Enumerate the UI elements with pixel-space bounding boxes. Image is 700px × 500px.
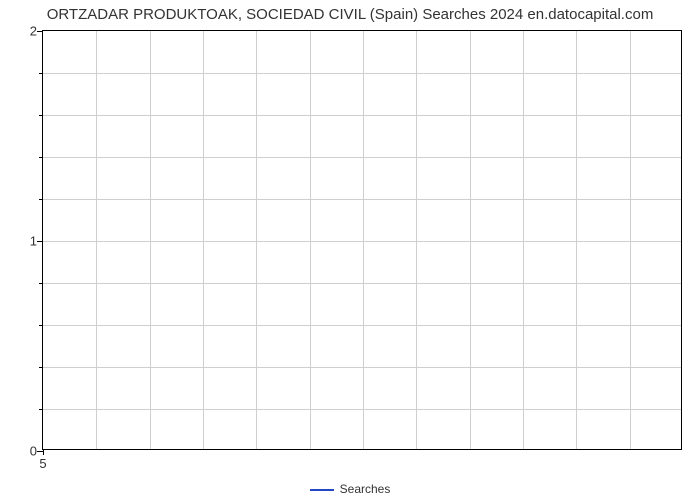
gridline-vertical xyxy=(363,31,364,449)
y-axis-label: 1 xyxy=(21,234,37,249)
y-tick-minor xyxy=(39,115,43,116)
y-tick-minor xyxy=(39,199,43,200)
gridline-horizontal xyxy=(43,73,681,74)
gridline-vertical xyxy=(576,31,577,449)
y-axis-label: 2 xyxy=(21,24,37,39)
chart-container: ORTZADAR PRODUKTOAK, SOCIEDAD CIVIL (Spa… xyxy=(0,0,700,500)
y-tick-minor xyxy=(39,283,43,284)
gridline-vertical xyxy=(150,31,151,449)
gridline-vertical xyxy=(310,31,311,449)
gridline-horizontal xyxy=(43,367,681,368)
gridline-horizontal xyxy=(43,199,681,200)
gridline-horizontal xyxy=(43,409,681,410)
y-axis-label: 0 xyxy=(21,444,37,459)
gridline-vertical xyxy=(203,31,204,449)
gridline-horizontal xyxy=(43,115,681,116)
x-tick-major xyxy=(43,449,44,455)
gridline-horizontal xyxy=(43,325,681,326)
gridline-vertical xyxy=(416,31,417,449)
y-tick-minor xyxy=(39,157,43,158)
legend: Searches xyxy=(0,482,700,496)
y-tick-major xyxy=(37,31,43,32)
plot-area: 0125 xyxy=(42,30,682,450)
gridline-vertical xyxy=(523,31,524,449)
gridline-horizontal xyxy=(43,157,681,158)
gridline-vertical xyxy=(470,31,471,449)
gridline-vertical xyxy=(630,31,631,449)
x-axis-label: 5 xyxy=(39,456,46,471)
y-tick-minor xyxy=(39,325,43,326)
y-tick-minor xyxy=(39,409,43,410)
gridline-horizontal xyxy=(43,283,681,284)
legend-label: Searches xyxy=(340,482,391,496)
y-tick-minor xyxy=(39,73,43,74)
gridline-horizontal xyxy=(43,241,681,242)
legend-swatch xyxy=(310,489,334,491)
y-tick-major xyxy=(37,241,43,242)
gridline-vertical xyxy=(96,31,97,449)
gridline-vertical xyxy=(256,31,257,449)
chart-title: ORTZADAR PRODUKTOAK, SOCIEDAD CIVIL (Spa… xyxy=(0,6,700,23)
y-tick-minor xyxy=(39,367,43,368)
